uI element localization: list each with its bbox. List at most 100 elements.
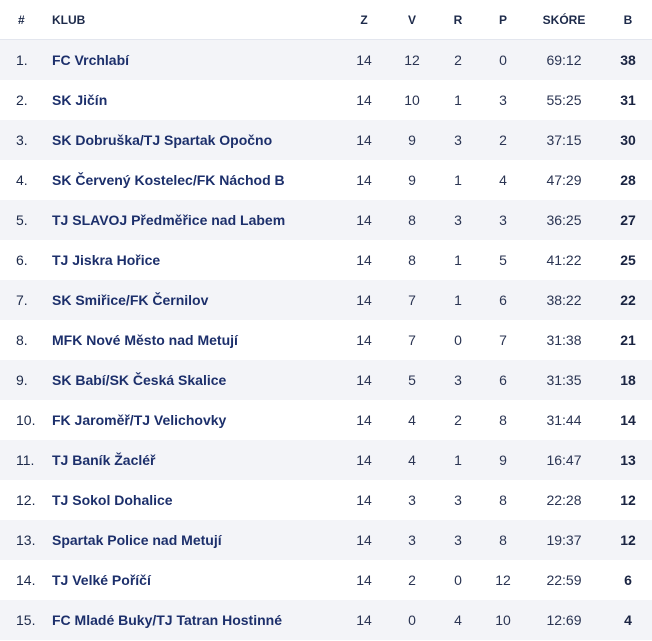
wins-cell: 10 [404, 92, 420, 108]
losses-cell: 7 [499, 332, 507, 348]
score-cell: 69:12 [546, 52, 582, 68]
score-cell: 31:35 [546, 372, 582, 388]
table-row: 7. SK Smiřice/FK Černilov 14 7 1 6 38:22 22 [0, 280, 652, 320]
club-cell: FK Jaroměř/TJ Velichovky [52, 412, 334, 428]
losses-cell: 8 [499, 532, 507, 548]
draws-cell: 3 [454, 212, 462, 228]
club-link[interactable]: TJ Jiskra Hořice [52, 252, 161, 268]
wins-cell: 3 [408, 532, 416, 548]
rank-cell: 5. [16, 212, 28, 228]
club-link[interactable]: MFK Nové Město nad Metují [52, 332, 238, 348]
points-cell: 27 [620, 212, 636, 228]
rank-cell: 11. [16, 452, 35, 468]
wins-cell: 0 [408, 612, 416, 628]
club-link[interactable]: TJ SLAVOJ Předměřice nad Labem [52, 212, 286, 228]
club-link[interactable]: SK Jičín [52, 92, 108, 108]
rank-cell: 4. [16, 172, 28, 188]
table-row: 14. TJ Velké Poříčí 14 2 0 12 22:59 6 [0, 560, 652, 600]
score-cell: 47:29 [546, 172, 582, 188]
losses-cell: 12 [495, 572, 511, 588]
club-link[interactable]: SK Červený Kostelec/FK Náchod B [52, 172, 285, 188]
losses-cell: 10 [495, 612, 511, 628]
header-score: SKÓRE [542, 12, 586, 27]
played-cell: 14 [356, 452, 372, 468]
header-club: KLUB [52, 12, 86, 27]
table-row: 3. SK Dobruška/TJ Spartak Opočno 14 9 3 2 37:1… [0, 120, 652, 160]
club-cell: TJ Velké Poříčí [52, 572, 334, 588]
points-cell: 21 [620, 332, 636, 348]
draws-cell: 1 [454, 292, 462, 308]
club-link[interactable]: Spartak Police nad Metují [52, 532, 222, 548]
club-link[interactable]: SK Dobruška/TJ Spartak Opočno [52, 132, 273, 148]
rank-cell: 8. [16, 332, 28, 348]
losses-cell: 6 [499, 292, 507, 308]
draws-cell: 1 [454, 452, 462, 468]
wins-cell: 2 [408, 572, 416, 588]
wins-cell: 8 [408, 252, 416, 268]
points-cell: 28 [620, 172, 636, 188]
wins-cell: 4 [408, 412, 416, 428]
club-cell: Spartak Police nad Metují [52, 532, 334, 548]
rank-cell: 13. [16, 532, 36, 548]
club-link[interactable]: FC Mladé Buky/TJ Tatran Hostinné [52, 612, 282, 628]
points-cell: 4 [624, 612, 632, 628]
club-cell: TJ Jiskra Hořice [52, 252, 334, 268]
played-cell: 14 [356, 52, 372, 68]
points-cell: 12 [620, 532, 636, 548]
draws-cell: 1 [454, 172, 462, 188]
draws-cell: 0 [454, 332, 462, 348]
draws-cell: 2 [454, 52, 462, 68]
played-cell: 14 [356, 532, 372, 548]
club-cell: FC Vrchlabí [52, 52, 334, 68]
points-cell: 30 [620, 132, 636, 148]
rank-cell: 10. [16, 412, 36, 428]
points-cell: 31 [620, 92, 636, 108]
played-cell: 14 [356, 412, 372, 428]
wins-cell: 9 [408, 172, 416, 188]
table-row: 1. FC Vrchlabí 14 12 2 0 69:12 38 [0, 40, 652, 80]
table-row: 2. SK Jičín 14 10 1 3 55:25 31 [0, 80, 652, 120]
score-cell: 41:22 [546, 252, 582, 268]
played-cell: 14 [356, 92, 372, 108]
points-cell: 22 [620, 292, 636, 308]
rank-cell: 1. [16, 52, 28, 68]
points-cell: 13 [620, 452, 636, 468]
table-row: 8. MFK Nové Město nad Metují 14 7 0 7 31:38 21 [0, 320, 652, 360]
rank-cell: 3. [16, 132, 28, 148]
points-cell: 25 [620, 252, 636, 268]
played-cell: 14 [356, 252, 372, 268]
club-link[interactable]: TJ Baník Žacléř [52, 452, 156, 468]
draws-cell: 3 [454, 132, 462, 148]
losses-cell: 0 [499, 52, 507, 68]
losses-cell: 2 [499, 132, 507, 148]
draws-cell: 2 [454, 412, 462, 428]
club-link[interactable]: TJ Sokol Dohalice [52, 492, 173, 508]
rank-cell: 14. [16, 572, 36, 588]
club-cell: SK Dobruška/TJ Spartak Opočno [52, 132, 334, 148]
table-body: 1. FC Vrchlabí 14 12 2 0 69:12 38 2. SK Jičín 14 10… [0, 40, 652, 640]
points-cell: 18 [620, 372, 636, 388]
club-link[interactable]: FK Jaroměř/TJ Velichovky [52, 412, 227, 428]
played-cell: 14 [356, 172, 372, 188]
rank-cell: 6. [16, 252, 28, 268]
table-row: 13. Spartak Police nad Metují 14 3 3 8 19:37 12 [0, 520, 652, 560]
table-row: 11. TJ Baník Žacléř 14 4 1 9 16:47 13 [0, 440, 652, 480]
header-rank: # [18, 12, 25, 27]
played-cell: 14 [356, 572, 372, 588]
draws-cell: 3 [454, 372, 462, 388]
table-row: 15. FC Mladé Buky/TJ Tatran Hostinné 14 0 4 1… [0, 600, 652, 640]
score-cell: 37:15 [546, 132, 582, 148]
club-link[interactable]: SK Babí/SK Česká Skalice [52, 372, 227, 388]
losses-cell: 5 [499, 252, 507, 268]
header-losses: P [498, 12, 507, 27]
score-cell: 16:47 [546, 452, 582, 468]
club-link[interactable]: SK Smiřice/FK Černilov [52, 292, 209, 308]
club-link[interactable]: TJ Velké Poříčí [52, 572, 151, 588]
wins-cell: 12 [404, 52, 420, 68]
played-cell: 14 [356, 612, 372, 628]
club-link[interactable]: FC Vrchlabí [52, 52, 130, 68]
losses-cell: 3 [499, 212, 507, 228]
score-cell: 55:25 [546, 92, 582, 108]
draws-cell: 3 [454, 532, 462, 548]
